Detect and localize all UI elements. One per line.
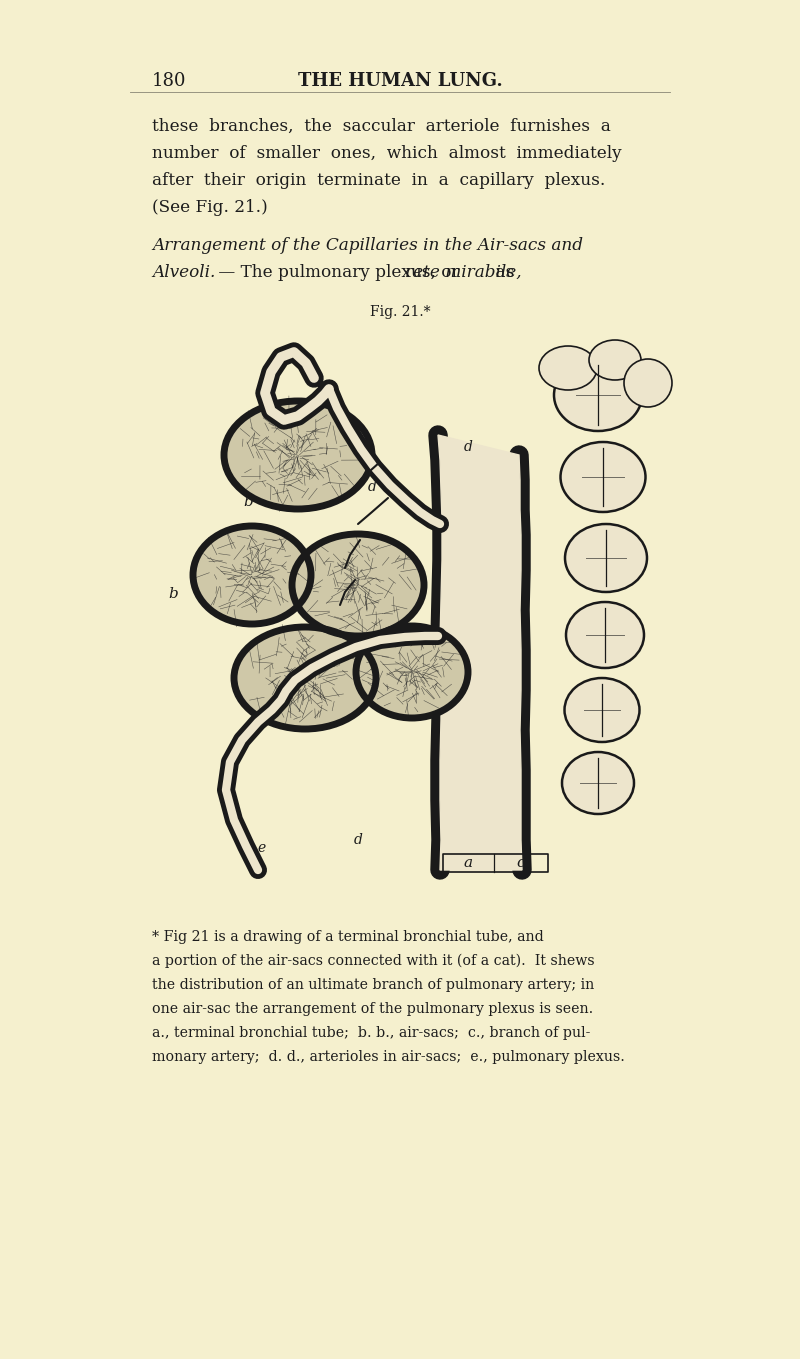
Text: the distribution of an ultimate branch of pulmonary artery; in: the distribution of an ultimate branch o… — [152, 978, 594, 992]
Text: monary artery;  d. d., arterioles in air-sacs;  e., pulmonary plexus.: monary artery; d. d., arterioles in air-… — [152, 1051, 625, 1064]
Text: 180: 180 — [152, 72, 186, 90]
Text: a., terminal bronchial tube;  b. b., air-sacs;  c., branch of pul-: a., terminal bronchial tube; b. b., air-… — [152, 1026, 590, 1040]
Text: Arrangement of the Capillaries in the Air-sacs and: Arrangement of the Capillaries in the Ai… — [152, 236, 583, 254]
Ellipse shape — [589, 340, 641, 381]
Text: a: a — [463, 856, 473, 870]
Text: a portion of the air-sacs connected with it (of a cat).  It shews: a portion of the air-sacs connected with… — [152, 954, 594, 969]
Polygon shape — [438, 435, 522, 870]
Ellipse shape — [562, 752, 634, 814]
Text: d: d — [463, 440, 473, 454]
Ellipse shape — [566, 602, 644, 669]
Text: rete mirabile,: rete mirabile, — [405, 264, 522, 281]
Ellipse shape — [193, 526, 311, 624]
Ellipse shape — [565, 678, 639, 742]
Text: — The pulmonary plexus, or: — The pulmonary plexus, or — [213, 264, 465, 281]
Ellipse shape — [624, 359, 672, 406]
Text: after  their  origin  terminate  in  a  capillary  plexus.: after their origin terminate in a capill… — [152, 173, 606, 189]
Text: one air-sac the arrangement of the pulmonary plexus is seen.: one air-sac the arrangement of the pulmo… — [152, 1002, 594, 1017]
Ellipse shape — [356, 626, 468, 718]
Ellipse shape — [224, 401, 372, 510]
Text: d: d — [367, 480, 377, 495]
Ellipse shape — [561, 442, 646, 512]
Text: these  branches,  the  saccular  arteriole  furnishes  a: these branches, the saccular arteriole f… — [152, 118, 611, 135]
Text: e: e — [258, 841, 266, 855]
Text: as: as — [490, 264, 514, 281]
Text: d: d — [354, 833, 362, 847]
Ellipse shape — [234, 626, 376, 728]
Text: (See Fig. 21.): (See Fig. 21.) — [152, 198, 268, 216]
Text: b: b — [168, 587, 178, 601]
Text: number  of  smaller  ones,  which  almost  immediately: number of smaller ones, which almost imm… — [152, 145, 622, 162]
Ellipse shape — [554, 359, 642, 431]
Text: b: b — [243, 495, 253, 510]
Text: Alveoli.: Alveoli. — [152, 264, 215, 281]
Ellipse shape — [292, 534, 424, 636]
Text: c: c — [517, 856, 526, 870]
Ellipse shape — [539, 347, 597, 390]
Text: Fig. 21.*: Fig. 21.* — [370, 304, 430, 319]
Text: * Fig 21 is a drawing of a terminal bronchial tube, and: * Fig 21 is a drawing of a terminal bron… — [152, 930, 544, 945]
Text: THE HUMAN LUNG.: THE HUMAN LUNG. — [298, 72, 502, 90]
Ellipse shape — [565, 525, 647, 593]
